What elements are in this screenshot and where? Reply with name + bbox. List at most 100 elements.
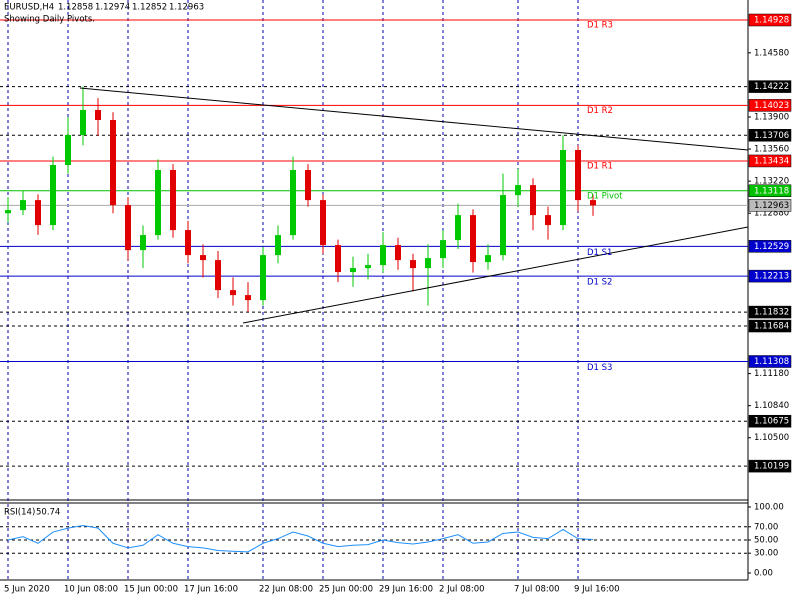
price-box-label: 1.11832: [754, 308, 789, 318]
candle-body: [200, 255, 206, 261]
header-value: 1.12974: [95, 3, 130, 13]
candle-body: [545, 215, 551, 226]
pivot-label: D1 Pivot: [587, 191, 623, 201]
price-box: [748, 269, 792, 283]
subtitle: Showing Daily Pivots.: [4, 15, 95, 25]
price-box: [748, 129, 792, 142]
candle-body: [185, 230, 191, 256]
y-tick-label: 1.14580: [754, 48, 789, 58]
y-tick-label: 1.12880: [754, 209, 789, 219]
candle-body: [140, 235, 146, 251]
price-box-label: 1.13434: [754, 156, 789, 166]
candle-body: [20, 200, 26, 211]
price-box: [748, 240, 792, 253]
pivot-label: D1 S2: [587, 278, 612, 288]
candle-body: [230, 290, 236, 296]
candle-body: [380, 245, 386, 266]
candle-body: [275, 235, 281, 256]
candle-body: [5, 210, 11, 214]
price-box: [748, 414, 792, 428]
price-box-label: 1.13118: [754, 186, 789, 196]
y-tick-label: 0.00: [754, 569, 773, 579]
candle-body: [425, 258, 431, 269]
price-pane: [0, 0, 748, 580]
y-tick-label: 1.11180: [754, 369, 789, 379]
price-box: [748, 459, 792, 473]
candle-body: [290, 170, 296, 236]
price-box-label: 1.13706: [754, 131, 789, 141]
candle-body: [110, 120, 116, 206]
price-box-label: 1.10199: [754, 462, 789, 472]
y-tick-label: 1.13220: [754, 177, 789, 187]
price-box: [748, 80, 792, 93]
pivot-label: D1 R2: [587, 106, 613, 116]
price-box: [748, 305, 792, 319]
candle-body: [35, 200, 41, 226]
x-tick-label: 29 Jun 16:00: [379, 585, 433, 595]
price-box-label: 1.14222: [754, 82, 789, 92]
candle-body: [590, 200, 596, 206]
rsi-label: RSI(14): [4, 508, 35, 518]
candle-body: [95, 110, 101, 120]
candle-body: [50, 165, 56, 226]
x-tick-label: 10 Jun 08:00: [64, 585, 118, 595]
candle-body: [260, 255, 266, 301]
price-box: [748, 154, 792, 168]
y-tick-label: 100.00: [754, 502, 784, 512]
y-tick-label: 1.13900: [754, 112, 789, 122]
candle-body: [65, 135, 71, 165]
pivot-label: D1 R1: [587, 161, 613, 171]
candle-body: [575, 150, 581, 201]
x-tick-label: 22 Jun 08:00: [259, 585, 313, 595]
candle-body: [485, 255, 491, 263]
candle-body: [515, 185, 521, 196]
pivot-label: D1 S3: [587, 363, 612, 373]
header-value: 1.12858: [58, 3, 93, 13]
price-box: [748, 319, 792, 333]
candle-body: [215, 260, 221, 291]
candle-body: [500, 195, 506, 256]
candle-body: [440, 240, 446, 259]
candle-body: [470, 215, 476, 263]
candle-body: [155, 170, 161, 236]
candle-body: [350, 268, 356, 273]
pivot-label: D1 R3: [587, 21, 613, 31]
price-box-label: 1.12963: [754, 201, 789, 211]
header-value: 1.12852: [132, 3, 167, 13]
y-tick-label: 30.00: [754, 549, 778, 559]
pivot-label: D1 S1: [587, 248, 612, 258]
price-box: [748, 99, 792, 112]
candle-body: [530, 185, 536, 216]
candle-body: [560, 150, 566, 226]
candle-body: [320, 200, 326, 246]
x-tick-label: 7 Jul 08:00: [514, 585, 560, 595]
candle-body: [395, 245, 401, 261]
candle-body: [245, 295, 251, 301]
trendline: [242, 226, 749, 324]
x-tick-label: 25 Jun 00:00: [319, 585, 373, 595]
price-box: [748, 355, 792, 368]
y-tick-label: 1.10840: [754, 401, 789, 411]
price-box-label: 1.12213: [754, 272, 789, 282]
price-box-label: 1.11308: [754, 357, 789, 367]
trendline: [79, 87, 749, 151]
x-tick-label: 9 Jul 16:00: [574, 585, 620, 595]
candle-body: [125, 205, 131, 251]
rsi-line: [7, 524, 594, 553]
candle-body: [80, 110, 86, 135]
price-box-label: 1.10675: [754, 417, 789, 427]
y-tick-label: 1.10500: [754, 433, 789, 443]
price-box: [748, 13, 792, 27]
x-tick-label: 2 Jul 08:00: [439, 585, 485, 595]
price-box-label: 1.11684: [754, 322, 789, 332]
candle-body: [170, 170, 176, 231]
candle-body: [305, 170, 311, 201]
rsi-value: 50.74: [36, 508, 60, 518]
x-tick-label: 15 Jun 00:00: [124, 585, 178, 595]
candle-body: [335, 245, 341, 273]
candle-body: [455, 215, 461, 241]
x-tick-label: 17 Jun 16:00: [184, 585, 238, 595]
